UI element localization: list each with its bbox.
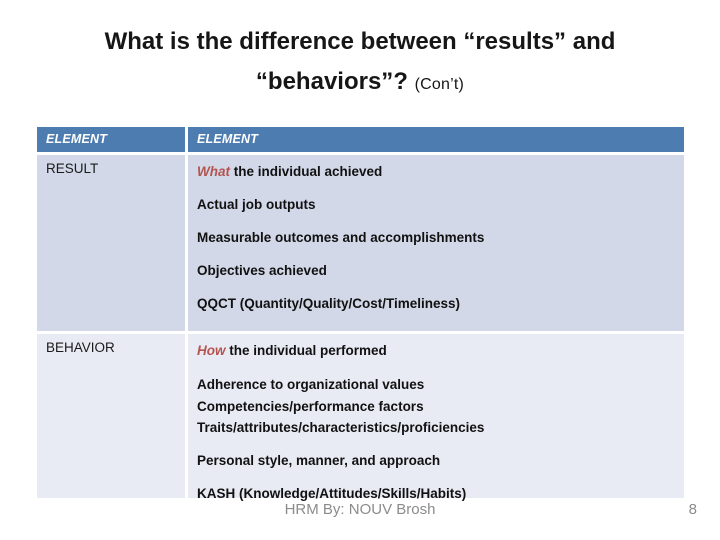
result-paragraph-outcomes: Measurable outcomes and accomplishments <box>197 230 485 245</box>
behavior-paragraph-kash: KASH (Knowledge/Attitudes/Skills/Habits) <box>197 485 467 501</box>
result-paragraph-outputs: Actual job outputs <box>197 197 316 212</box>
result-paragraph-what: What the individual achieved <box>197 162 674 181</box>
behavior-line-adherence: Adherence to organizational values <box>197 377 425 392</box>
behavior-line-traits: Traits/attributes/characteristics/profic… <box>197 420 485 435</box>
slide-footer: HRM By: NOUV Brosh <box>284 501 436 518</box>
slide-title-line2: “behaviors”? <box>255 68 415 95</box>
result-content-cell: What the individual achieved Actual job … <box>188 155 684 331</box>
row-label-behavior: BEHAVIOR <box>37 334 185 498</box>
lead-word-what: What <box>197 164 230 179</box>
result-paragraph-objectives: Objectives achieved <box>197 263 327 278</box>
behavior-paragraph-style: Personal style, manner, and approach <box>197 452 441 468</box>
result-paragraph-qqct: QQCT (Quantity/Quality/Cost/Timeliness) <box>197 296 461 311</box>
result-paragraph-what-rest: the individual achieved <box>230 164 383 179</box>
table-header-element-left: ELEMENT <box>37 127 185 152</box>
row-label-result: RESULT <box>37 155 185 331</box>
slide-title: What is the difference between “results”… <box>0 22 720 105</box>
behavior-content-cell: How the individual performed Adherence t… <box>188 334 684 501</box>
table-header-element-right: ELEMENT <box>188 127 684 152</box>
lead-word-how: How <box>197 343 226 358</box>
slide-title-line1: What is the difference between “results”… <box>104 28 616 55</box>
behavior-paragraph-how: How the individual performed <box>197 341 674 360</box>
behavior-paragraph-group: Adherence to organizational values Compe… <box>197 374 674 439</box>
slide-title-cont-note: (Con’t) <box>414 76 465 93</box>
slide-page-number: 8 <box>688 501 697 518</box>
results-vs-behaviors-table: ELEMENT ELEMENT RESULT What the individu… <box>37 127 684 501</box>
behavior-paragraph-how-rest: the individual performed <box>225 343 387 358</box>
behavior-line-competencies: Competencies/performance factors <box>197 398 424 414</box>
